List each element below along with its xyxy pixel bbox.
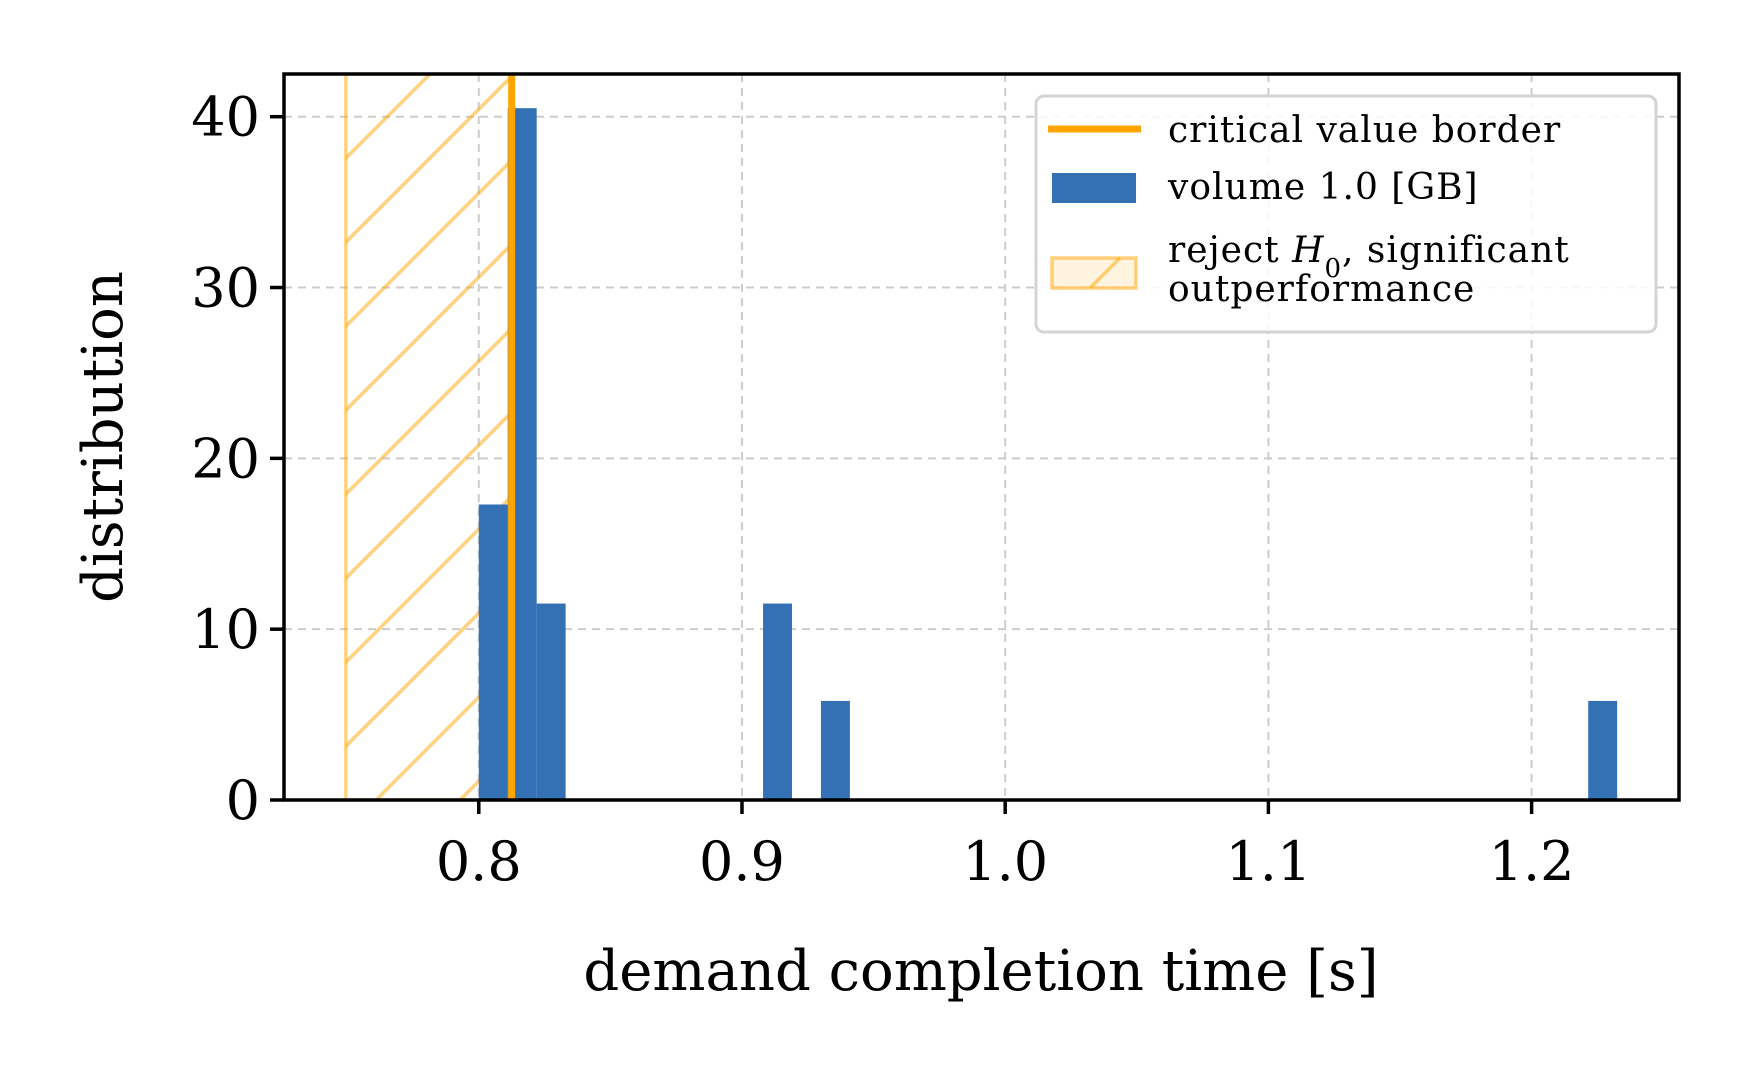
x-axis-ticks: 0.8 0.9 1.0 1.1 1.2	[436, 800, 1575, 893]
histogram-bar	[478, 504, 508, 800]
y-tick-label: 0	[226, 769, 260, 832]
legend-reject-label-line2: outperformance	[1168, 269, 1475, 310]
legend-reject-label: reject H0, significant	[1168, 230, 1570, 284]
y-tick-label: 20	[191, 427, 260, 490]
x-tick-label: 1.1	[1225, 830, 1311, 893]
legend-series-label: volume 1.0 [GB]	[1167, 167, 1479, 208]
x-tick-label: 0.9	[699, 830, 785, 893]
x-tick-label: 0.8	[436, 830, 522, 893]
legend-critical-label: critical value border	[1168, 110, 1561, 151]
x-tick-label: 1.2	[1489, 830, 1575, 893]
histogram-bar	[1588, 700, 1618, 800]
x-tick-label: 1.0	[962, 830, 1048, 893]
histogram-bar	[536, 603, 566, 800]
histogram-bar	[820, 700, 850, 800]
legend-reject-hatch	[1088, 256, 1122, 290]
legend: critical value border volume 1.0 [GB] re…	[1034, 94, 1658, 334]
legend-box	[1034, 94, 1658, 334]
y-tick-label: 40	[191, 86, 260, 149]
plot-frame	[282, 72, 1681, 802]
histogram-bar	[763, 603, 792, 800]
y-axis-label: distribution	[71, 271, 136, 603]
y-axis-ticks: 0 10 20 30 40	[191, 86, 284, 832]
legend-series-swatch	[1052, 173, 1136, 203]
y-tick-label: 30	[191, 257, 260, 320]
y-tick-label: 10	[191, 598, 260, 661]
x-axis-label: demand completion time [s]	[583, 939, 1378, 1004]
